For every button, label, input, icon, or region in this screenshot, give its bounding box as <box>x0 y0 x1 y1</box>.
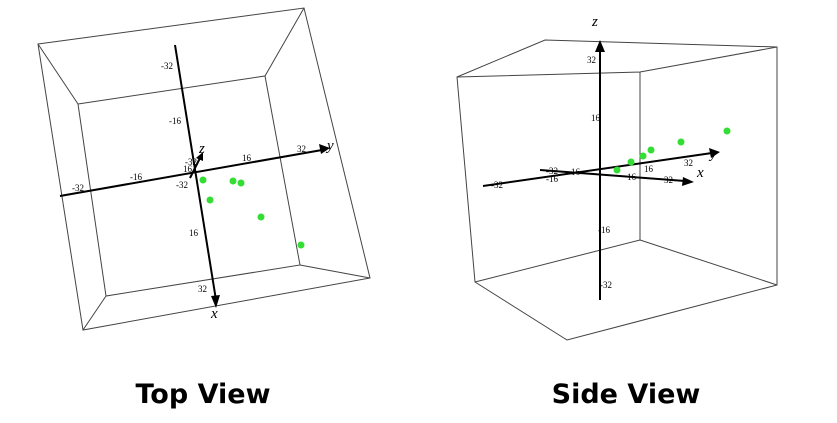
axis-label: y <box>325 138 334 154</box>
tick-label: -16 <box>169 116 181 126</box>
tick-label: 32 <box>664 175 673 185</box>
point <box>199 176 207 184</box>
tick-label: -32 <box>491 180 503 190</box>
tick-label: 16 <box>189 228 199 238</box>
point <box>229 177 237 185</box>
point <box>639 152 647 160</box>
point <box>206 196 214 204</box>
tick-label: 16 <box>183 164 193 174</box>
y-axis <box>482 152 713 187</box>
point <box>677 138 685 146</box>
point <box>297 241 305 249</box>
caption: Top View <box>135 379 270 410</box>
tick-label: 16 <box>644 164 654 174</box>
point <box>627 158 635 166</box>
z-axis <box>189 157 201 179</box>
point <box>647 146 655 154</box>
arrowhead <box>595 40 605 52</box>
top-view: x y z -32 -16 16 32 -32 -16 16 32 -32 16… <box>37 7 371 410</box>
tick-label: -32 <box>600 280 612 290</box>
arrowhead <box>319 144 330 154</box>
inner-edges <box>456 46 778 286</box>
point <box>723 127 731 135</box>
axis-label: x <box>210 306 218 322</box>
axis-label: x <box>696 165 704 181</box>
tick-label: -16 <box>546 174 558 184</box>
tick-label: -32 <box>546 166 558 176</box>
arrowhead <box>682 177 694 186</box>
x-axis <box>539 169 686 182</box>
axis-label: z <box>591 14 598 30</box>
caption: Side View <box>552 379 701 410</box>
tick-label: 16 <box>627 172 637 182</box>
axis-label: z <box>198 141 205 157</box>
tick-label: 16 <box>591 113 601 123</box>
point <box>613 166 621 174</box>
frame-edges <box>37 7 371 331</box>
arrowhead <box>196 152 203 161</box>
tick-label: -16 <box>598 225 610 235</box>
tick-label: 32 <box>684 158 693 168</box>
points <box>613 127 731 174</box>
tick-label: -16 <box>568 167 580 177</box>
tick-label: -32 <box>185 157 197 167</box>
tick-label: -32 <box>161 61 173 71</box>
arrowhead <box>211 295 220 308</box>
tick-label: -16 <box>130 172 142 182</box>
tick-label: 32 <box>587 55 596 65</box>
side-view: z y x 32 16 -16 -32 -32 -16 16 32 -32 -1… <box>456 14 778 410</box>
tick-label: 16 <box>242 153 252 163</box>
points <box>199 176 305 249</box>
arrowhead <box>709 148 720 158</box>
outer-frame <box>456 39 778 341</box>
tick-label: -32 <box>72 183 84 193</box>
tick-label: 32 <box>297 144 306 154</box>
point <box>237 179 245 187</box>
y-axis <box>59 149 323 197</box>
tick-label: 32 <box>198 284 207 294</box>
tick-label: -32 <box>176 180 188 190</box>
point <box>257 213 265 221</box>
axis-label: y <box>708 146 717 162</box>
